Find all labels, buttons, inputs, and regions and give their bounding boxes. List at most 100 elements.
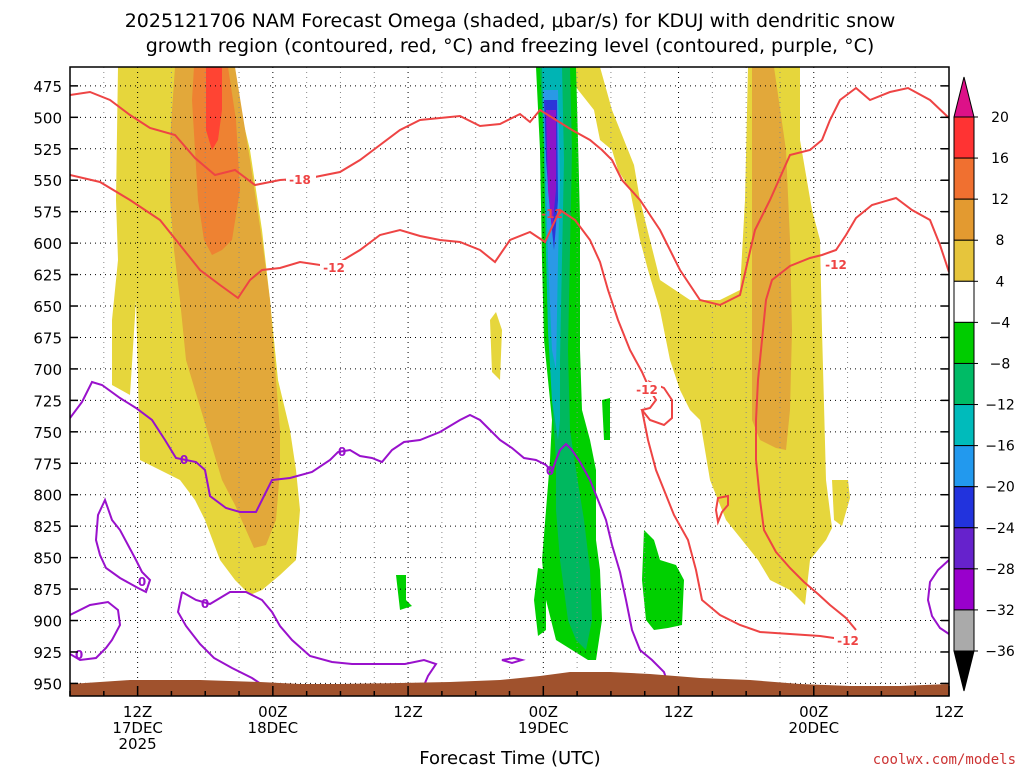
- y-tick-label: 700: [33, 361, 62, 379]
- colorbar-label: −28: [985, 562, 1015, 578]
- dgz-label-12c: -12: [636, 383, 658, 397]
- y-tick-label: 825: [33, 518, 62, 536]
- freezing-contours: [70, 380, 949, 691]
- colorbar-swatch: [953, 198, 975, 241]
- freezing-contour-edge: [926, 559, 949, 635]
- colorbar-label: −20: [985, 480, 1015, 496]
- x-tick-label: 12Z: [664, 703, 693, 721]
- y-tick-label: 950: [33, 675, 62, 693]
- dgz-label-18: -18: [289, 173, 311, 187]
- colorbar-swatch: [953, 280, 975, 323]
- x-tick-label: 00Z: [529, 703, 558, 721]
- colorbar-swatch: [953, 157, 975, 200]
- omega-region-8b: [752, 67, 792, 450]
- y-tick-label: 725: [33, 392, 62, 410]
- colorbar-swatch: [953, 239, 975, 282]
- omega-region-12: [192, 67, 240, 255]
- colorbar-bottom-arrow: [953, 650, 975, 692]
- y-tick-label: 600: [33, 235, 62, 253]
- colorbar-swatch: [953, 362, 975, 406]
- dgz-label-12b: -12: [541, 207, 563, 221]
- omega-region-4d: [490, 312, 502, 380]
- freezing-label-e: 0: [201, 597, 209, 611]
- freezing-label-d: 0: [138, 575, 146, 589]
- dgz-contour-12b: [641, 409, 849, 641]
- y-axis: 475 500 525 550 575 600 625 650 675 700 725 750 775 8…: [33, 78, 949, 693]
- dgz-contour-12d: [714, 494, 729, 526]
- colorbar-swatch: [953, 568, 975, 611]
- colorbar-top-arrow: [953, 76, 975, 118]
- contour-labels: -18 -12 -12 -12 -12 -12 0 0 0 0 0 0: [75, 172, 862, 662]
- terrain: [70, 672, 949, 696]
- colorbar-swatch: [953, 527, 975, 570]
- freezing-label-c: 0: [546, 464, 554, 478]
- chart-title-line1: 2025121706 NAM Forecast Omega (shaded, μ…: [125, 10, 896, 32]
- dgz-label-12a: -12: [323, 261, 345, 275]
- omega-region-4e: [832, 480, 850, 526]
- freezing-contour-main: [70, 380, 581, 513]
- colorbar-label: −4: [990, 315, 1011, 331]
- colorbar-label: −24: [985, 521, 1015, 537]
- x-tick-label: 2025: [119, 735, 157, 753]
- x-axis-label: Forecast Time (UTC): [419, 748, 600, 768]
- y-tick-label: 750: [33, 424, 62, 442]
- y-tick-label: 575: [33, 204, 62, 222]
- x-tick-label: 00Z: [799, 703, 828, 721]
- freezing-contour-small: [501, 656, 526, 665]
- dgz-label-12e: -12: [837, 634, 859, 648]
- colorbar-label: 8: [996, 233, 1005, 249]
- y-tick-label: 625: [33, 267, 62, 285]
- x-tick-label: 12Z: [934, 703, 963, 721]
- y-tick-label: 500: [33, 109, 62, 127]
- y-tick-label: 650: [33, 298, 62, 316]
- colorbar-swatch: [953, 404, 975, 447]
- omega-region-neg4d: [534, 568, 546, 636]
- freezing-contour-loop3: [181, 591, 438, 691]
- omega-region-neg4e: [602, 398, 610, 440]
- freezing-contour-loop1: [94, 497, 152, 594]
- colorbar-swatch: [953, 116, 975, 159]
- x-tick-label: 17DEC: [112, 719, 163, 737]
- y-tick-label: 775: [33, 455, 62, 473]
- y-tick-label: 550: [33, 172, 62, 190]
- colorbar-label: −32: [985, 603, 1015, 619]
- x-tick-label: 12Z: [393, 703, 422, 721]
- colorbar: 20 16 12 8 4 −4 −8 −12 −16 −20 −24 −28 −32 −36: [953, 76, 1015, 692]
- x-tick-label: 18DEC: [248, 719, 299, 737]
- y-tick-label: 675: [33, 329, 62, 347]
- colorbar-swatch: [953, 609, 975, 652]
- omega-positive-shading: [112, 67, 850, 605]
- colorbar-label: −8: [990, 356, 1011, 372]
- y-tick-label: 525: [33, 141, 62, 159]
- dgz-contour-18: [70, 86, 949, 307]
- dgz-label-12d: -12: [825, 258, 847, 272]
- colorbar-label: 12: [991, 192, 1009, 208]
- colorbar-label: 20: [991, 110, 1009, 126]
- credit-text: coolwx.com/models: [873, 752, 1016, 768]
- plot-area: [70, 67, 949, 696]
- chart-title-line2: growth region (contoured, red, °C) and f…: [146, 35, 875, 57]
- freezing-label-a: 0: [180, 453, 188, 467]
- colorbar-label: 16: [991, 151, 1009, 167]
- freezing-contour-loop2: [70, 600, 122, 662]
- freezing-contour-loop3b: [176, 591, 271, 691]
- colorbar-label: 4: [996, 274, 1005, 290]
- y-tick-label: 925: [33, 644, 62, 662]
- y-tick-label: 800: [33, 487, 62, 505]
- colorbar-label: −12: [985, 398, 1015, 414]
- y-tick-label: 875: [33, 581, 62, 599]
- omega-region-neg4c: [396, 575, 412, 610]
- x-tick-label: 00Z: [258, 703, 287, 721]
- freezing-label-f: 0: [75, 648, 83, 662]
- y-tick-label: 850: [33, 550, 62, 568]
- omega-region-16: [206, 67, 222, 150]
- colorbar-label: −36: [985, 644, 1015, 660]
- dgz-contours: [70, 86, 949, 641]
- colorbar-swatch: [953, 486, 975, 529]
- dgz-contour-12: [70, 174, 673, 427]
- freezing-label-b: 0: [338, 445, 346, 459]
- x-tick-label: 12Z: [123, 703, 152, 721]
- x-tick-label: 20DEC: [788, 719, 839, 737]
